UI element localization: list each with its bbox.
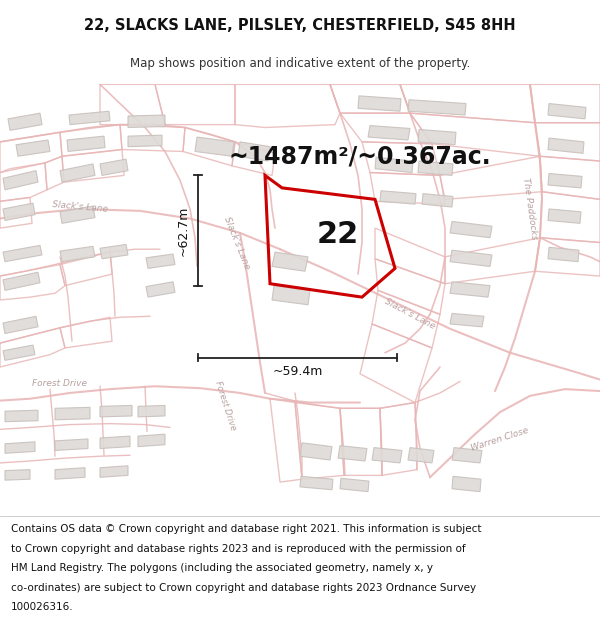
Polygon shape xyxy=(380,191,416,204)
Text: Warren Close: Warren Close xyxy=(470,426,530,452)
Text: ~62.7m: ~62.7m xyxy=(177,206,190,256)
Polygon shape xyxy=(450,313,484,327)
Polygon shape xyxy=(128,135,162,147)
Polygon shape xyxy=(55,468,85,479)
Polygon shape xyxy=(5,410,38,422)
Polygon shape xyxy=(3,171,38,190)
Text: co-ordinates) are subject to Crown copyright and database rights 2023 Ordnance S: co-ordinates) are subject to Crown copyr… xyxy=(11,582,476,592)
Polygon shape xyxy=(3,345,35,361)
Polygon shape xyxy=(195,137,234,156)
Polygon shape xyxy=(5,469,30,480)
Polygon shape xyxy=(300,442,332,460)
Polygon shape xyxy=(100,436,130,449)
Polygon shape xyxy=(3,246,42,262)
Polygon shape xyxy=(3,203,35,221)
Polygon shape xyxy=(450,282,490,297)
Text: Contains OS data © Crown copyright and database right 2021. This information is : Contains OS data © Crown copyright and d… xyxy=(11,524,481,534)
Polygon shape xyxy=(100,244,128,259)
Polygon shape xyxy=(300,476,333,490)
Polygon shape xyxy=(146,282,175,297)
Polygon shape xyxy=(3,316,38,334)
Polygon shape xyxy=(422,194,453,207)
Text: 100026316.: 100026316. xyxy=(11,602,73,612)
Polygon shape xyxy=(358,96,401,111)
Polygon shape xyxy=(418,161,453,176)
Text: HM Land Registry. The polygons (including the associated geometry, namely x, y: HM Land Registry. The polygons (includin… xyxy=(11,563,433,573)
Polygon shape xyxy=(67,136,105,151)
Polygon shape xyxy=(128,115,165,128)
Text: Slack's Lane: Slack's Lane xyxy=(223,215,251,270)
Polygon shape xyxy=(55,439,88,451)
Polygon shape xyxy=(100,466,128,478)
Polygon shape xyxy=(100,406,132,417)
Polygon shape xyxy=(5,442,35,453)
Polygon shape xyxy=(450,221,492,238)
Polygon shape xyxy=(338,446,367,461)
Polygon shape xyxy=(368,126,410,140)
Polygon shape xyxy=(3,272,40,291)
Polygon shape xyxy=(138,434,165,447)
Polygon shape xyxy=(548,248,579,262)
Text: Slack's Lane: Slack's Lane xyxy=(383,298,437,331)
Text: 22: 22 xyxy=(317,221,359,249)
Text: Forest Drive: Forest Drive xyxy=(32,379,88,388)
Text: ~1487m²/~0.367ac.: ~1487m²/~0.367ac. xyxy=(229,144,491,168)
Polygon shape xyxy=(375,158,413,172)
Polygon shape xyxy=(452,476,481,492)
Polygon shape xyxy=(60,246,95,262)
Polygon shape xyxy=(8,113,42,131)
Polygon shape xyxy=(146,254,175,268)
Text: Forest Drive: Forest Drive xyxy=(213,379,237,431)
Polygon shape xyxy=(450,250,492,266)
Text: The Paddocks: The Paddocks xyxy=(521,177,539,241)
Polygon shape xyxy=(238,142,270,161)
Polygon shape xyxy=(452,448,482,463)
Polygon shape xyxy=(69,111,110,124)
Polygon shape xyxy=(548,174,582,188)
Polygon shape xyxy=(372,448,402,463)
Text: Slack's Lane: Slack's Lane xyxy=(52,200,108,214)
Polygon shape xyxy=(272,286,310,305)
Polygon shape xyxy=(418,129,456,145)
Polygon shape xyxy=(340,478,369,492)
Polygon shape xyxy=(60,206,95,223)
Polygon shape xyxy=(60,164,95,182)
Text: to Crown copyright and database rights 2023 and is reproduced with the permissio: to Crown copyright and database rights 2… xyxy=(11,544,466,554)
Polygon shape xyxy=(55,408,90,420)
Polygon shape xyxy=(548,138,584,153)
Text: Map shows position and indicative extent of the property.: Map shows position and indicative extent… xyxy=(130,57,470,70)
Polygon shape xyxy=(272,252,308,271)
Text: 22, SLACKS LANE, PILSLEY, CHESTERFIELD, S45 8HH: 22, SLACKS LANE, PILSLEY, CHESTERFIELD, … xyxy=(84,18,516,32)
Polygon shape xyxy=(100,159,128,176)
Text: ~59.4m: ~59.4m xyxy=(272,365,323,378)
Polygon shape xyxy=(408,448,434,463)
Polygon shape xyxy=(16,140,50,156)
Polygon shape xyxy=(548,209,581,223)
Polygon shape xyxy=(548,104,586,119)
Polygon shape xyxy=(138,406,165,417)
Polygon shape xyxy=(408,100,466,115)
